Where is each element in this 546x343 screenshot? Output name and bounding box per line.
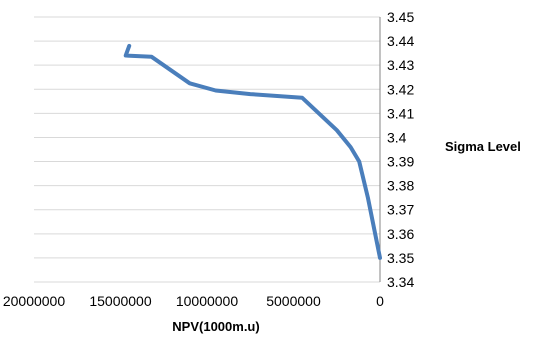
x-tick-label: 20000000	[3, 293, 66, 309]
y-tick-label: 3.45	[387, 9, 414, 25]
y-axis-title: Sigma Level	[445, 139, 521, 154]
y-tick-label: 3.39	[387, 154, 414, 170]
y-tick-label: 3.35	[387, 250, 414, 266]
y-tick-label: 3.4	[387, 129, 407, 145]
x-tick-label: 0	[376, 293, 384, 309]
x-tick-label: 15000000	[89, 293, 152, 309]
y-tick-label: 3.36	[387, 226, 414, 242]
series-layer	[123, 43, 382, 260]
series-line	[123, 43, 382, 260]
y-tick-label: 3.42	[387, 81, 414, 97]
y-tick-label: 3.43	[387, 57, 414, 73]
y-tick-labels: 3.45 3.44 3.43 3.42 3.41 3.4 3.39 3.38 3.37 3.36 3…	[387, 9, 414, 290]
y-tick-label: 3.41	[387, 105, 414, 121]
x-tick-label: 5000000	[266, 293, 321, 309]
grid-lines	[34, 16, 380, 283]
y-tick-label: 3.44	[387, 33, 414, 49]
y-tick-label: 3.37	[387, 202, 414, 218]
y-tick-label: 3.38	[387, 178, 414, 194]
y-tick-label: 3.34	[387, 274, 414, 290]
x-axis-title: NPV(1000m.u)	[172, 319, 259, 334]
x-tick-label: 10000000	[176, 293, 239, 309]
x-tick-labels: 20000000 15000000 10000000 5000000 0	[3, 293, 384, 309]
